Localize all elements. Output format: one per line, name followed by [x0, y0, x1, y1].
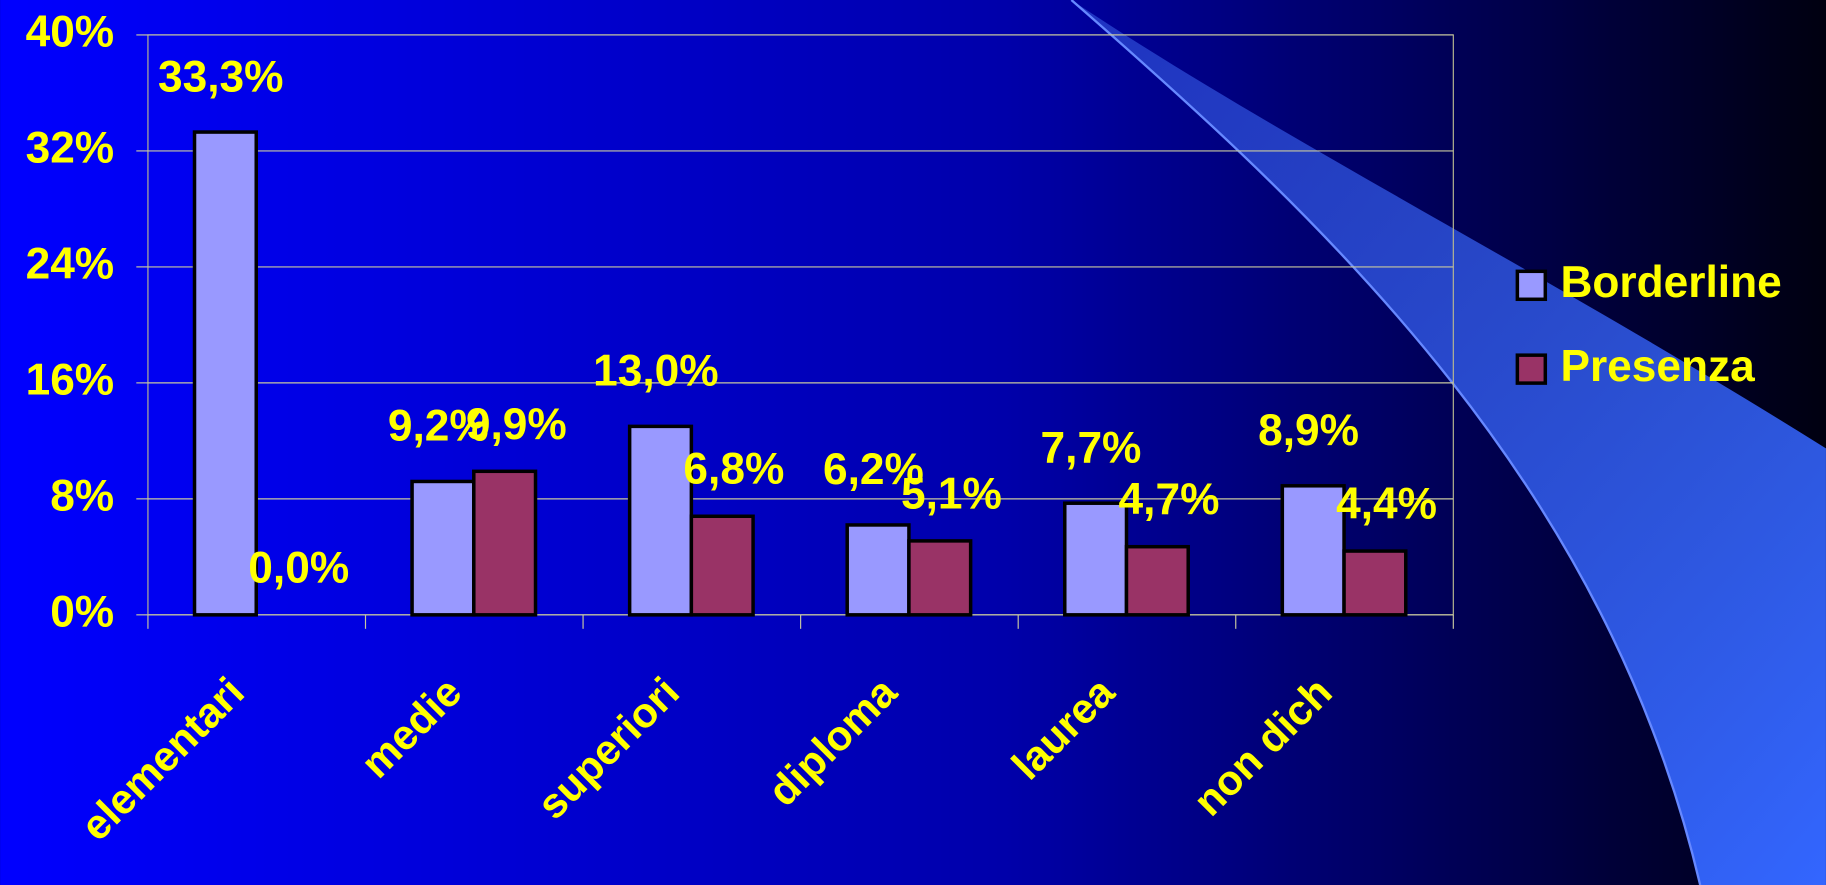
y-tick-label: 8% — [50, 472, 114, 521]
bar — [192, 130, 258, 617]
data-label: 33,3% — [158, 52, 283, 101]
bar — [1063, 501, 1129, 617]
y-tick-label: 40% — [26, 8, 115, 57]
bar — [1280, 484, 1346, 617]
bar — [1342, 549, 1408, 617]
bar — [689, 514, 755, 617]
data-label: 5,1% — [901, 469, 1002, 518]
bar — [627, 424, 694, 617]
legend-swatch — [1515, 269, 1548, 302]
legend-label: Presenza — [1560, 342, 1755, 391]
data-label: 4,4% — [1336, 479, 1437, 528]
legend-swatch — [1515, 353, 1548, 385]
data-label: 6,8% — [683, 445, 784, 494]
data-label: 6,2% — [823, 445, 924, 494]
swoosh-edge — [1070, 0, 1702, 885]
plot-area: 0%8%16%24%32%40%elementari33,3%0,0%medie… — [26, 8, 1782, 850]
bar — [472, 469, 538, 617]
legend-label: Borderline — [1560, 258, 1781, 307]
data-label: 13,0% — [593, 347, 718, 396]
data-label: 9,9% — [466, 400, 567, 449]
y-tick-label: 0% — [50, 588, 114, 637]
y-tick-label: 24% — [26, 240, 115, 289]
y-tick-label: 32% — [26, 124, 115, 173]
data-label: 4,7% — [1119, 475, 1220, 524]
data-label: 0,0% — [248, 543, 349, 592]
swoosh — [1071, 0, 1826, 885]
y-tick-label: 16% — [26, 356, 115, 405]
bar — [845, 523, 911, 617]
data-label: 7,7% — [1041, 423, 1142, 472]
bar — [1124, 544, 1190, 617]
data-label: 9,2% — [388, 402, 489, 451]
bar — [410, 479, 476, 617]
data-label: 8,9% — [1258, 406, 1359, 455]
bar — [907, 539, 973, 617]
